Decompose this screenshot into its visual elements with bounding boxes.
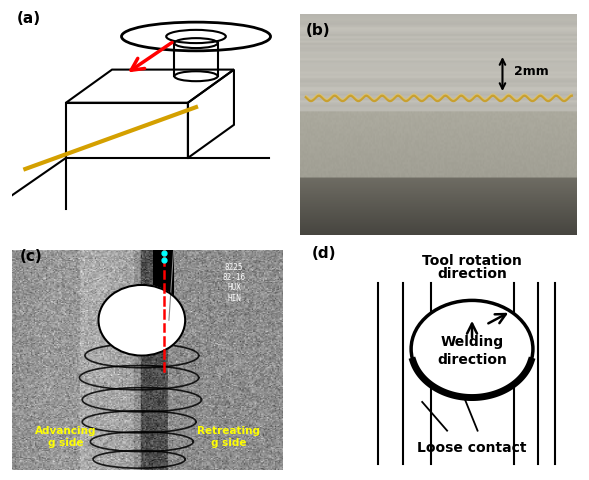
- Text: (b): (b): [306, 23, 330, 38]
- Text: Retreating
g side: Retreating g side: [197, 426, 260, 448]
- Text: (c): (c): [20, 249, 42, 264]
- Circle shape: [411, 300, 533, 397]
- Text: Tool rotation: Tool rotation: [422, 253, 522, 268]
- Text: Welding: Welding: [441, 336, 504, 349]
- Text: Loose contact: Loose contact: [417, 441, 527, 456]
- Polygon shape: [153, 239, 174, 327]
- Text: 8225
82-16
HUX
HIN: 8225 82-16 HUX HIN: [223, 263, 246, 303]
- Text: direction: direction: [437, 267, 507, 281]
- Text: direction: direction: [437, 353, 507, 367]
- Text: (a): (a): [17, 11, 41, 26]
- Text: 2mm: 2mm: [514, 65, 548, 78]
- Circle shape: [98, 285, 185, 356]
- Text: Advancing
g side: Advancing g side: [35, 426, 97, 448]
- Text: (d): (d): [312, 246, 336, 262]
